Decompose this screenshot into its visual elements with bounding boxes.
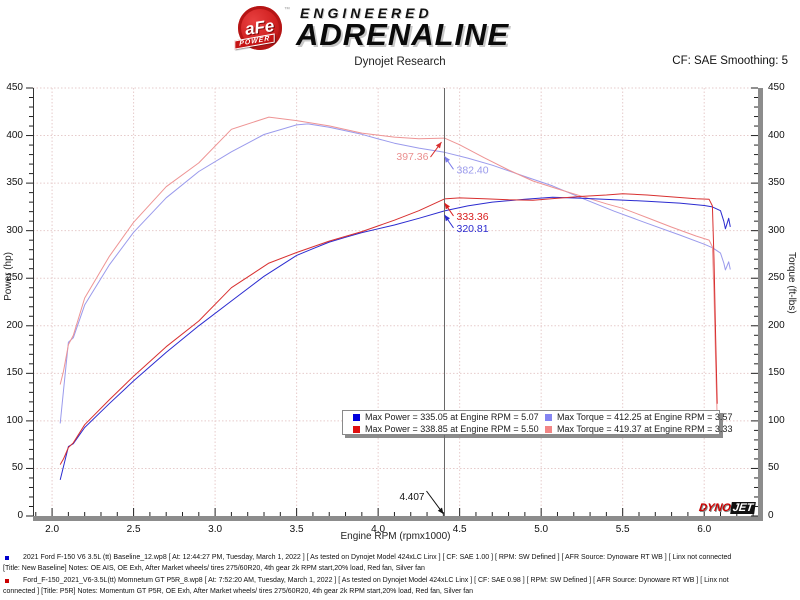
annotation-arrow-head: [444, 156, 450, 163]
x-axis-tick-label: 4.5: [452, 524, 467, 535]
legend-item-2: Max Power = 338.85 at Engine RPM = 5.50: [353, 424, 545, 434]
y-axis-tick-label-right: 300: [768, 224, 785, 236]
run2-description-line2: connected ] [Title: P5R] Notes: Momentum…: [3, 588, 473, 595]
run2-bullet-icon: [5, 579, 9, 583]
y-axis-tick-label-right: 350: [768, 177, 785, 189]
annotation-arrow-head: [444, 214, 450, 222]
annotation-label: 320.81: [456, 223, 488, 235]
y-axis-tick-label-left: 400: [6, 129, 23, 141]
legend-text: Max Torque = 412.25 at Engine RPM = 3.57: [557, 412, 733, 422]
legend-text: Max Torque = 419.37 at Engine RPM = 3.33: [557, 424, 733, 434]
annotation-label: 333.36: [456, 211, 488, 223]
x-axis-tick-label: 5.5: [615, 524, 630, 535]
y-axis-tick-label-right: 450: [768, 82, 785, 93]
run1-description-line2: [Title: New Baseline] Notes: OE AIS, OE …: [3, 565, 425, 572]
y-axis-tick-label-right: 200: [768, 319, 785, 331]
smoothing-setting-label: CF: SAE Smoothing: 5: [672, 55, 788, 67]
page-title: Dynojet Research: [354, 56, 446, 68]
annotation-label: 382.40: [456, 164, 488, 176]
x-axis-tick-label: 3.0: [208, 524, 223, 535]
x-axis-tick-label: 6.0: [697, 524, 712, 535]
legend-swatch-icon: [353, 425, 360, 433]
legend-item-3: Max Torque = 419.37 at Engine RPM = 3.33: [545, 424, 732, 434]
curve-baseline-power: [59, 196, 731, 481]
y-axis-tick-label-left: 200: [6, 319, 23, 331]
run1-bullet-icon: [5, 556, 9, 560]
y-axis-tick-label-right: 50: [768, 462, 780, 474]
y-axis-tick-label-left: 350: [6, 177, 23, 189]
y-axis-tick-label-right: 400: [768, 129, 785, 141]
dynojet-watermark-logo: DYNOJET: [698, 502, 756, 514]
cursor-arrow-head: [437, 507, 444, 514]
y-axis-title-torque: Torque (ft-lbs): [786, 252, 797, 314]
logo-word-adrenaline: ADRENALINE: [296, 17, 510, 52]
legend-item-1: Max Torque = 412.25 at Engine RPM = 3.57: [545, 412, 732, 422]
x-axis-tick-label: 2.5: [126, 524, 141, 535]
run1-description-line1: 2021 Ford F-150 V6 3.5L (tt) Baseline_12…: [23, 554, 732, 561]
x-axis-tick-label: 2.0: [45, 524, 60, 535]
cursor-value-label: 4.407: [399, 492, 424, 503]
legend-swatch-icon: [545, 413, 552, 421]
right-axis-bar: [758, 88, 763, 521]
legend-text: Max Power = 335.05 at Engine RPM = 5.07: [365, 412, 539, 422]
legend-swatch-icon: [545, 425, 552, 433]
logo-word-engineered: ENGINEERED: [300, 5, 433, 21]
annotation-label: 397.36: [396, 151, 428, 163]
annotation-arrow-head: [435, 142, 442, 149]
chart-legend: Max Power = 335.05 at Engine RPM = 5.07 M…: [342, 410, 732, 435]
dynojet-watermark-dyno: DYNO: [698, 502, 732, 514]
y-axis-tick-label-right: 150: [768, 367, 785, 379]
afe-adrenaline-logo: aFe ™ POWER ENGINEERED ADRENALINE: [228, 3, 588, 53]
legend-item-0: Max Power = 335.05 at Engine RPM = 5.07: [353, 412, 545, 422]
y-axis-tick-label-left: 100: [6, 414, 23, 426]
x-axis-tick-label: 5.0: [534, 524, 549, 535]
trademark-symbol: ™: [284, 7, 290, 13]
run2-description-line1: Ford_F-150_2021_V6-3.5L(tt) Momnetum GT …: [23, 577, 729, 584]
dynojet-watermark-jet: JET: [729, 502, 756, 514]
y-axis-tick-label-right: 250: [768, 272, 785, 284]
y-axis-tick-label-left: 150: [6, 367, 23, 379]
y-axis-tick-label-left: 50: [11, 462, 23, 474]
y-axis-tick-label-left: 300: [6, 224, 23, 236]
curve-baseline-torque: [59, 123, 731, 424]
legend-swatch-icon: [353, 413, 360, 421]
x-axis-title-rpm: Engine RPM (rpmx1000): [340, 531, 451, 542]
x-axis-tick-label: 4.0: [371, 524, 386, 535]
y-axis-tick-label-left: 250: [6, 272, 23, 284]
dyno-chart-plot-area[interactable]: 397.36 382.40 333.36 320.81 4.407 0 0 50 50 100 10…: [6, 82, 784, 535]
x-axis-tick-label: 3.5: [289, 524, 304, 535]
bottom-axis-bar: [33, 516, 763, 521]
y-axis-tick-label-left: 450: [6, 82, 23, 93]
annotation-arrow-head: [444, 202, 450, 210]
y-axis-tick-label-right: 100: [768, 414, 785, 426]
y-axis-tick-label-left: 0: [17, 510, 23, 521]
y-axis-tick-label-right: 0: [768, 510, 774, 521]
legend-text: Max Power = 338.85 at Engine RPM = 5.50: [365, 424, 539, 434]
